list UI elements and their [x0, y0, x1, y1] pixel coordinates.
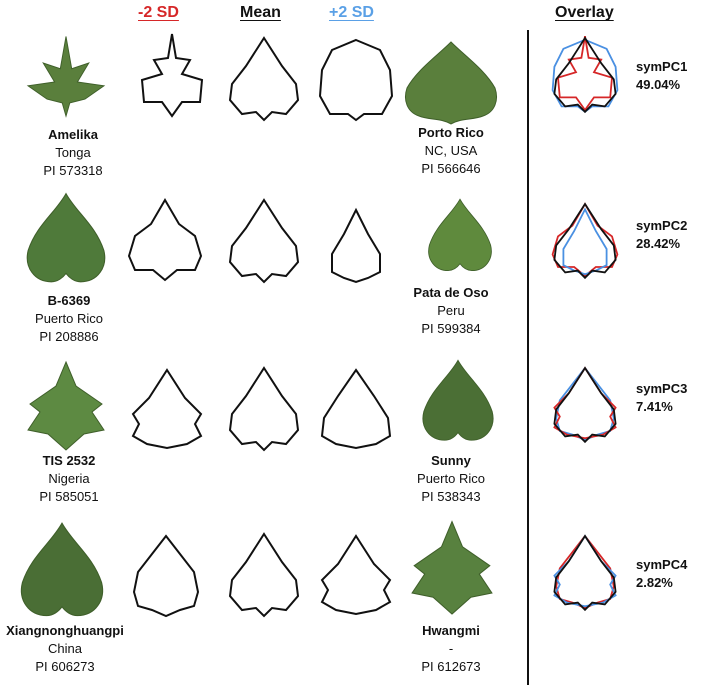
- pc-label-3: symPC3 7.41%: [636, 380, 706, 416]
- cultivar-place: Peru: [437, 303, 465, 318]
- outline-minus-2sd-pc1: [141, 33, 203, 117]
- pc-percent: 28.42%: [636, 236, 681, 251]
- leaf-photo-amelika: [27, 35, 105, 117]
- outline-minus-2sd-pc3: [132, 369, 202, 449]
- leaf-photo-xiangnonghuangpi: [20, 522, 104, 617]
- pc-name: symPC1: [636, 59, 688, 74]
- cultivar-pi: PI 538343: [421, 489, 481, 504]
- left-label-row-4: Xiangnonghuangpi China PI 606273: [0, 622, 140, 676]
- right-label-row-2: Pata de Oso Peru PI 599384: [376, 284, 526, 338]
- left-label-row-1: Amelika Tonga PI 573318: [0, 126, 148, 180]
- header-mean: Mean: [240, 4, 281, 21]
- overlay-pc3: [553, 367, 617, 443]
- cultivar-name: Amelika: [48, 127, 98, 142]
- outline-minus-2sd-pc4: [133, 535, 199, 617]
- column-divider: [527, 30, 529, 685]
- outline-mean-pc4: [229, 533, 299, 617]
- outline-plus-2sd-pc4: [321, 535, 391, 615]
- outline-plus-2sd-pc1: [319, 39, 393, 121]
- pc-label-4: symPC4 2.82%: [636, 556, 706, 592]
- leaf-photo-pata-de-oso: [428, 198, 492, 272]
- right-label-row-3: Sunny Puerto Rico PI 538343: [376, 452, 526, 506]
- cultivar-place: Nigeria: [48, 471, 90, 486]
- outline-mean-pc3: [229, 367, 299, 451]
- outline-mean-pc1: [229, 37, 299, 121]
- cultivar-pi: PI 612673: [421, 659, 481, 674]
- cultivar-place: Puerto Rico: [417, 471, 485, 486]
- cultivar-name: Sunny: [431, 453, 471, 468]
- left-label-row-3: TIS 2532 Nigeria PI 585051: [0, 452, 144, 506]
- overlay-pc2: [551, 203, 619, 279]
- cultivar-name: Pata de Oso: [413, 285, 489, 300]
- cultivar-pi: PI 573318: [43, 163, 103, 178]
- pc-name: symPC3: [636, 381, 688, 396]
- pc-percent: 7.41%: [636, 399, 673, 414]
- cultivar-place: Tonga: [55, 145, 91, 160]
- left-label-row-2: B-6369 Puerto Rico PI 208886: [0, 292, 144, 346]
- cultivar-name: B-6369: [47, 293, 91, 308]
- outline-mean-pc2: [229, 199, 299, 283]
- row-4-shapes: [20, 521, 617, 617]
- leaf-photo-sunny: [422, 359, 494, 441]
- overlay-pc1: [551, 35, 619, 113]
- header-plus-2sd: +2 SD: [329, 4, 374, 21]
- cultivar-place: Puerto Rico: [35, 311, 103, 326]
- cultivar-pi: PI 585051: [39, 489, 99, 504]
- cultivar-place: -: [448, 641, 454, 656]
- cultivar-place: China: [48, 641, 82, 656]
- row-1-shapes: [27, 33, 619, 125]
- pc-label-2: symPC2 28.42%: [636, 217, 706, 253]
- header-minus-2sd: -2 SD: [138, 4, 179, 21]
- right-label-row-1: Porto Rico NC, USA PI 566646: [376, 124, 526, 178]
- cultivar-name: TIS 2532: [42, 453, 96, 468]
- overlay-pc4: [553, 535, 617, 611]
- pc-percent: 49.04%: [636, 77, 681, 92]
- pc-percent: 2.82%: [636, 575, 673, 590]
- leaf-photo-tis-2532: [27, 361, 105, 451]
- cultivar-pi: PI 606273: [35, 659, 95, 674]
- row-3-shapes: [27, 359, 617, 451]
- cultivar-pi: PI 599384: [421, 321, 481, 336]
- outline-plus-2sd-pc2: [331, 209, 381, 283]
- cultivar-name: Hwangmi: [422, 623, 480, 638]
- pc-name: symPC2: [636, 218, 688, 233]
- pc-label-1: symPC1 49.04%: [636, 58, 706, 94]
- right-label-row-4: Hwangmi - PI 612673: [376, 622, 526, 676]
- cultivar-name: Xiangnonghuangpi: [6, 623, 124, 638]
- outline-minus-2sd-pc2: [128, 199, 202, 281]
- outline-plus-2sd-pc3: [321, 369, 391, 449]
- cultivar-pi: PI 566646: [421, 161, 481, 176]
- cultivar-name: Porto Rico: [418, 125, 484, 140]
- header-overlay: Overlay: [555, 4, 614, 21]
- cultivar-pi: PI 208886: [39, 329, 99, 344]
- leaf-photo-hwangmi: [411, 521, 493, 615]
- row-2-shapes: [26, 193, 619, 283]
- leaf-photo-porto-rico: [405, 41, 497, 125]
- cultivar-place: NC, USA: [424, 143, 478, 158]
- leaf-photo-b-6369: [26, 193, 106, 283]
- pc-name: symPC4: [636, 557, 688, 572]
